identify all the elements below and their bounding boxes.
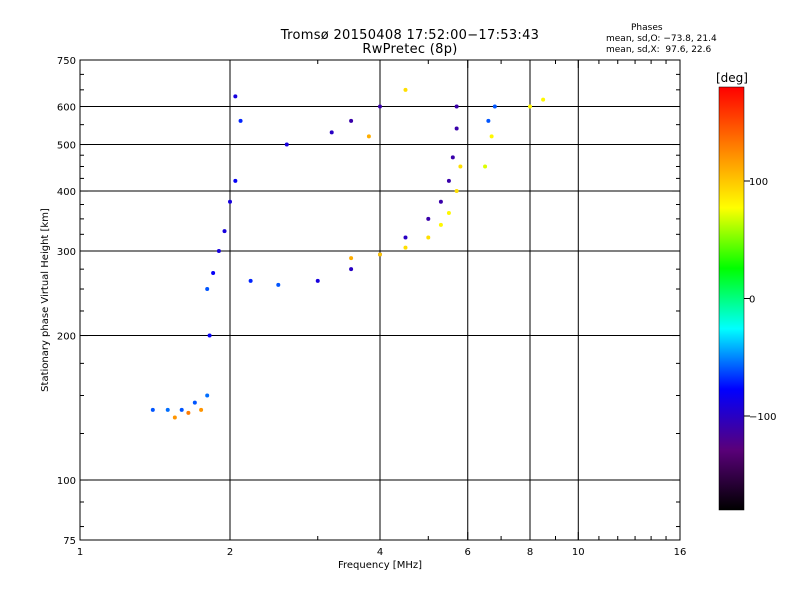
y-tick-label: 600 — [57, 103, 76, 114]
series-x-mode — [172, 87, 546, 420]
data-point — [446, 178, 451, 183]
colorbar-label: [deg] — [716, 71, 748, 85]
x-tick-label: 8 — [527, 547, 533, 558]
data-point — [454, 104, 459, 109]
data-point — [349, 118, 354, 123]
chart-subtitle: RwPretec (8p) — [362, 42, 458, 57]
x-axis-label: Frequency [MHz] — [338, 560, 422, 571]
data-point — [438, 222, 443, 227]
data-point — [199, 407, 204, 412]
data-point — [438, 199, 443, 204]
data-point — [211, 270, 216, 275]
data-point — [276, 282, 281, 287]
data-point — [454, 126, 459, 131]
data-point — [349, 256, 354, 261]
data-point — [492, 104, 497, 109]
x-tick-label: 4 — [377, 547, 383, 558]
chart-title: Tromsø 20150408 17:52:00−17:53:43 — [280, 28, 540, 43]
y-tick-label: 75 — [63, 536, 76, 547]
data-point — [216, 249, 221, 254]
stats-x-line: mean, sd,X: 97.6, 22.6 — [606, 45, 712, 55]
data-point — [403, 235, 408, 240]
data-point — [179, 407, 184, 412]
x-tick-label: 16 — [674, 547, 687, 558]
colorbar-tick-label: 100 — [749, 177, 768, 188]
data-point — [228, 199, 232, 204]
y-axis-label: Stationary phase Virtual Height [km] — [40, 208, 51, 392]
data-point — [248, 278, 253, 283]
data-point — [454, 189, 459, 194]
data-point — [233, 94, 238, 99]
grid — [80, 60, 680, 540]
data-point — [366, 134, 371, 139]
data-point — [541, 97, 546, 102]
data-point — [446, 211, 451, 216]
data-point — [426, 235, 431, 240]
y-tick-label: 750 — [57, 56, 76, 67]
x-tick-label: 2 — [227, 547, 233, 558]
data-point — [233, 178, 238, 183]
data-point — [165, 407, 170, 412]
stats-o-line: mean, sd,O: −73.8, 21.4 — [606, 34, 717, 44]
colorbar: [deg] 100 0 −100 — [716, 71, 776, 511]
x-tick-label: 6 — [465, 547, 471, 558]
phase-stats: Phases mean, sd,O: −73.8, 21.4 mean, sd,… — [0, 0, 717, 55]
data-point — [222, 229, 227, 234]
data-point — [450, 155, 455, 160]
data-point — [205, 287, 210, 292]
data-point — [528, 104, 532, 109]
data-point — [150, 407, 155, 412]
x-tick-label: 10 — [572, 547, 585, 558]
data-point — [329, 130, 334, 135]
data-point — [489, 134, 494, 139]
colorbar-scale — [718, 86, 745, 511]
series-o-mode — [150, 94, 497, 412]
axis-ticks: 1 2 4 6 8 10 16 75 100 200 300 400 500 600 750 — [57, 56, 686, 558]
y-tick-label: 200 — [57, 332, 76, 343]
y-tick-label: 400 — [57, 187, 76, 198]
data-point — [426, 216, 431, 221]
data-point — [458, 164, 463, 169]
data-point — [483, 164, 488, 169]
y-tick-label: 500 — [57, 141, 76, 152]
data-point — [205, 393, 210, 398]
data-point — [403, 245, 408, 250]
data-point — [172, 415, 177, 420]
data-point — [284, 142, 289, 147]
data-points — [150, 87, 546, 420]
x-tick-label: 1 — [77, 547, 83, 558]
colorbar-tick-label: 0 — [749, 295, 755, 306]
data-point — [238, 118, 243, 123]
data-point — [207, 333, 212, 338]
data-point — [378, 104, 382, 109]
data-point — [486, 118, 491, 123]
data-point — [378, 252, 382, 257]
data-point — [403, 87, 408, 92]
data-point — [186, 410, 191, 415]
data-point — [349, 267, 354, 272]
data-point — [192, 400, 197, 405]
data-point — [315, 278, 320, 283]
colorbar-tick-label: −100 — [749, 412, 776, 423]
stats-heading: Phases — [631, 23, 663, 33]
y-tick-label: 100 — [57, 476, 76, 487]
y-tick-label: 300 — [57, 247, 76, 258]
